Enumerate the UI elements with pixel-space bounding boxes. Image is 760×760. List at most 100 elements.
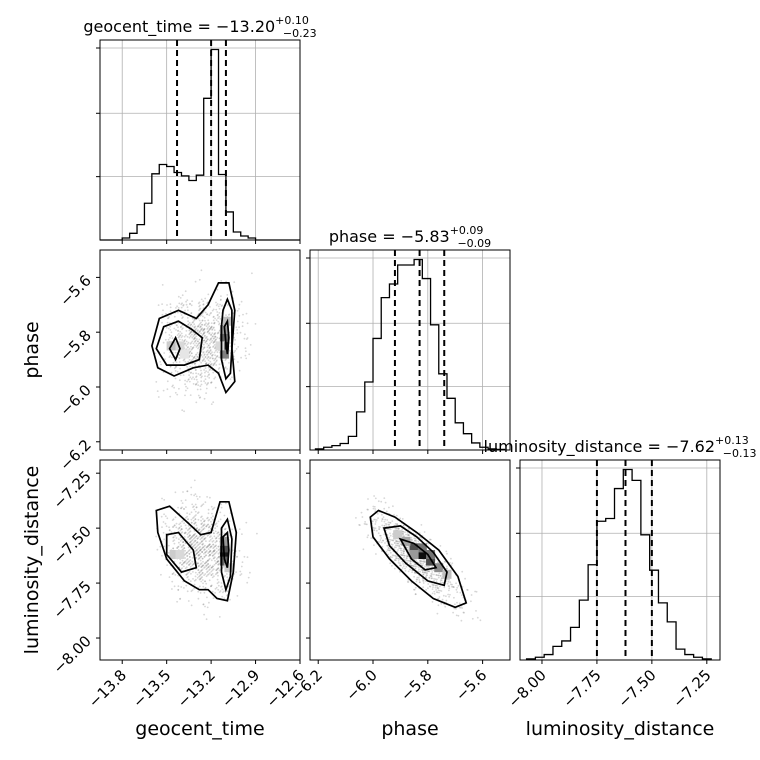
sample-point [181,531,184,534]
sample-point [201,529,204,532]
sample-point [216,568,219,570]
sample-point [210,574,213,576]
sample-point [187,572,190,574]
sample-point [173,585,176,588]
sample-point [220,295,222,297]
sample-point [378,528,380,530]
sample-point [212,557,215,560]
sample-point [247,576,250,579]
sample-point [201,557,204,560]
sample-point [184,394,186,397]
sample-point [224,527,227,530]
sample-point [190,378,193,380]
sample-point [221,304,224,307]
sample-point [194,518,197,521]
sample-point [204,360,207,363]
sample-point [205,564,208,567]
sample-point [370,537,373,539]
sample-point [198,496,201,498]
sample-point [204,573,207,575]
sample-point [205,370,208,372]
sample-point [210,363,212,366]
sample-point [213,326,215,329]
panel-frame [99,459,301,661]
sample-point [388,506,390,509]
sample-point [194,328,197,331]
sample-point [204,363,207,365]
sample-point [205,582,208,585]
sample-point [211,512,213,515]
sample-point [204,536,207,539]
sample-point [197,511,200,514]
sample-point [175,307,177,309]
sample-point [192,342,195,345]
sample-point [238,369,241,372]
sample-point [199,592,202,594]
sample-point [380,500,383,503]
sample-point [461,594,463,597]
sample-point [422,573,425,576]
sample-point [224,574,227,577]
sample-point [209,346,212,348]
sample-point [372,526,375,529]
sample-point [209,550,212,553]
sample-point [165,326,168,329]
sample-point [189,559,192,561]
sample-point [190,348,193,351]
sample-point [220,582,223,584]
x-axis-label-phase: phase [381,718,438,740]
sample-point [202,315,204,318]
contour-level-2 [165,531,198,574]
sample-point [237,361,239,363]
sample-point [205,383,208,386]
sample-point [216,288,219,291]
sample-point [211,351,213,353]
sample-point [216,355,219,357]
sample-point [406,559,409,562]
sample-point [389,556,392,558]
sample-point [419,560,422,562]
sample-point [396,544,398,547]
sample-point [218,367,221,369]
sample-point [212,401,215,404]
sample-point [176,371,179,373]
sample-point [432,586,434,588]
sample-point [160,515,163,518]
sample-point [200,530,203,533]
sample-point [194,546,197,549]
sample-point [414,539,417,542]
sample-point [193,536,196,539]
sample-point [193,326,196,329]
sample-point [197,551,200,554]
sample-point [187,564,190,566]
sample-point [174,351,177,354]
sample-point [203,523,206,526]
sample-point [208,601,210,604]
sample-point [236,595,239,597]
sample-point [177,506,180,509]
sample-point [200,298,203,301]
sample-point [175,329,177,331]
sample-point [190,352,193,354]
sample-point [361,516,364,518]
sample-point [218,323,220,326]
sample-point [212,554,214,557]
sample-point [207,573,210,575]
sample-point [187,535,190,538]
sample-point [190,304,193,307]
sample-point [251,272,253,275]
sample-point [236,329,239,331]
sample-point [407,549,410,551]
sample-point [194,539,197,542]
sample-point [189,350,192,353]
sample-point [206,517,208,520]
sample-point [198,564,201,567]
sample-point [212,543,215,546]
sample-point [164,331,167,334]
sample-point [186,515,189,518]
sample-point [213,344,216,346]
sample-point [184,309,187,312]
sample-point [438,591,440,594]
sample-point [193,523,196,525]
sample-point [389,549,391,552]
